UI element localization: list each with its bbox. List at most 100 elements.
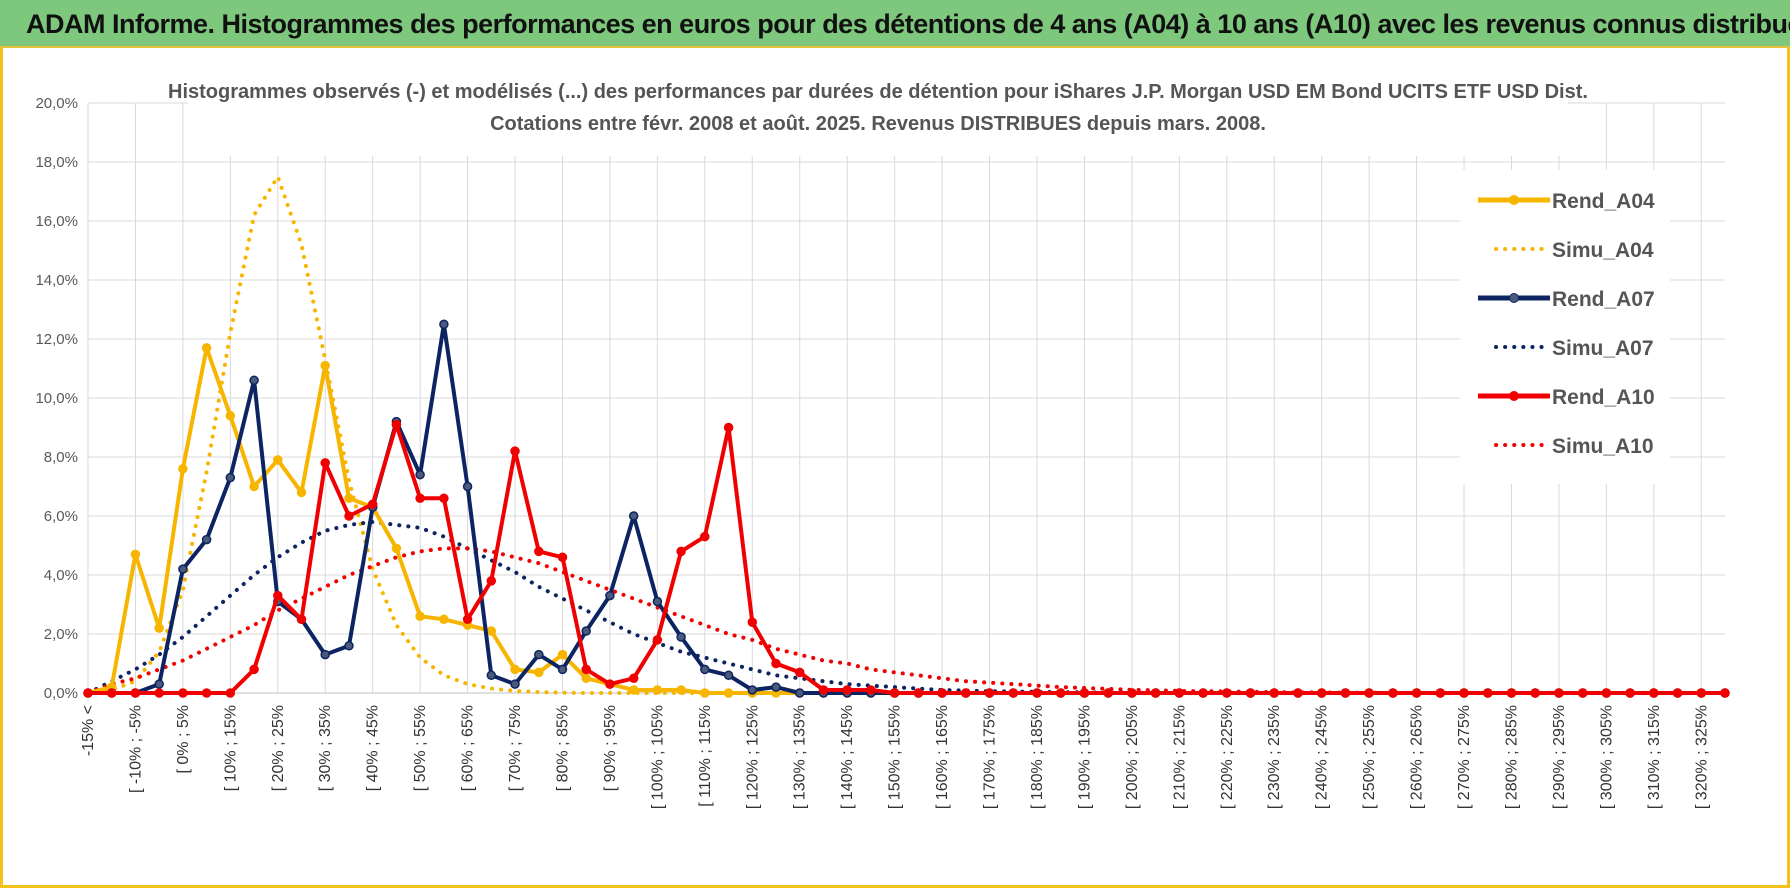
x-tick-label: [ 20% ; 25% <box>270 705 287 791</box>
legend-label: Simu_A07 <box>1552 337 1654 360</box>
x-tick-label: [ 230% ; 235% <box>1266 705 1283 809</box>
data-point <box>106 688 117 698</box>
data-point <box>415 469 425 480</box>
data-point <box>296 487 307 498</box>
y-tick-label: 0,0% <box>44 685 78 702</box>
y-tick-label: 14,0% <box>35 272 78 289</box>
data-point <box>1198 688 1208 698</box>
data-point <box>273 590 283 601</box>
x-tick-label: [ 180% ; 185% <box>1029 705 1046 809</box>
x-tick-label: [ 200% ; 205% <box>1124 705 1141 809</box>
data-point <box>130 688 141 698</box>
data-point <box>652 596 663 607</box>
data-point <box>605 679 615 689</box>
x-tick-label: [ 160% ; 165% <box>934 705 951 809</box>
chart-title: Histogrammes observés (-) et modélisés (… <box>168 81 1588 103</box>
data-point <box>510 664 520 675</box>
legend-label: Rend_A10 <box>1552 386 1655 409</box>
y-axis: 0,0% 2,0% 4,0% 6,0% 8,0% 10,0% 12,0% 14,0% 16,0%… <box>35 95 78 702</box>
data-point <box>794 667 805 678</box>
data-point <box>415 611 425 622</box>
y-tick-label: 18,0% <box>35 154 78 171</box>
data-point <box>1483 688 1493 698</box>
data-point <box>296 614 307 625</box>
series-rend-a10 <box>83 419 1730 698</box>
data-point <box>1696 688 1707 698</box>
x-tick-label: [ 140% ; 145% <box>839 705 856 809</box>
x-tick-label: [ 210% ; 215% <box>1171 705 1188 809</box>
data-point <box>1150 688 1161 698</box>
legend-marker <box>1509 195 1519 205</box>
data-point <box>1340 688 1351 698</box>
data-point <box>771 682 781 692</box>
data-point <box>1435 688 1446 698</box>
x-tick-label: [ 60% ; 65% <box>460 705 477 791</box>
data-point <box>344 493 354 504</box>
data-point <box>486 626 497 636</box>
data-point <box>889 688 900 698</box>
chart-container: 0,0% 2,0% 4,0% 6,0% 8,0% 10,0% 12,0% 14,0% 16,0%… <box>0 48 1790 888</box>
data-point <box>1388 688 1398 698</box>
data-point <box>439 319 449 330</box>
x-tick-label: [ 310% ; 315% <box>1646 705 1663 809</box>
data-point <box>1103 688 1113 698</box>
legend-label: Rend_A07 <box>1552 288 1655 311</box>
data-point <box>771 658 781 669</box>
data-point <box>1411 688 1422 698</box>
data-point <box>1174 688 1185 698</box>
data-point <box>913 688 924 698</box>
y-tick-label: 2,0% <box>44 626 78 643</box>
data-point <box>1364 688 1374 698</box>
data-point <box>154 623 164 633</box>
data-point <box>557 552 568 563</box>
data-point <box>1720 688 1730 698</box>
data-point <box>462 614 473 625</box>
data-point <box>700 688 710 698</box>
data-point <box>367 499 378 509</box>
data-point <box>320 458 330 468</box>
data-point <box>320 649 330 660</box>
data-point <box>178 464 188 474</box>
x-tick-label: [ 80% ; 85% <box>554 705 571 791</box>
data-point <box>534 546 544 557</box>
x-tick-label: [ 10% ; 15% <box>222 705 239 791</box>
data-point <box>723 688 734 698</box>
data-point <box>391 419 402 430</box>
legend: Rend_A04 Simu_A04 Rend_A07 Simu_A07 Rend_A10… <box>1460 170 1670 484</box>
x-tick-label: [ 0% ; 5% <box>175 705 192 773</box>
x-tick-label: [ 110% ; 115% <box>697 705 714 807</box>
series-simu-a04 <box>86 174 1727 695</box>
x-tick-label: [ 130% ; 135% <box>792 705 809 809</box>
legend-marker <box>1509 391 1519 401</box>
data-point <box>486 576 497 586</box>
series-line <box>88 422 1725 695</box>
data-point <box>130 549 141 560</box>
y-tick-label: 12,0% <box>35 331 78 348</box>
data-point <box>676 632 686 642</box>
data-point <box>557 664 568 675</box>
data-point <box>1554 688 1564 698</box>
y-tick-label: 20,0% <box>35 95 78 112</box>
legend-item: Rend_A10 <box>1478 386 1655 409</box>
data-point <box>1008 688 1019 698</box>
y-tick-label: 8,0% <box>44 449 78 466</box>
data-point <box>628 685 639 695</box>
x-tick-label: [ 50% ; 55% <box>412 705 429 791</box>
data-point <box>700 531 710 542</box>
data-point <box>1601 688 1612 698</box>
data-point <box>510 446 520 456</box>
series-line <box>86 546 1727 695</box>
data-point <box>1577 688 1588 698</box>
x-tick-label: [ 300% ; 305% <box>1598 705 1615 809</box>
x-tick-label: [ 190% ; 195% <box>1076 705 1093 809</box>
x-tick-label: [ 240% ; 245% <box>1314 705 1331 809</box>
data-point <box>344 641 354 651</box>
x-tick-label: [ 290% ; 295% <box>1551 705 1568 809</box>
data-point <box>652 635 663 645</box>
series-simu-a10 <box>86 546 1727 695</box>
data-point <box>581 673 591 684</box>
data-point <box>201 534 212 545</box>
x-tick-label: [ 320% ; 325% <box>1693 705 1710 809</box>
data-point <box>1032 688 1042 698</box>
data-point <box>700 664 710 675</box>
